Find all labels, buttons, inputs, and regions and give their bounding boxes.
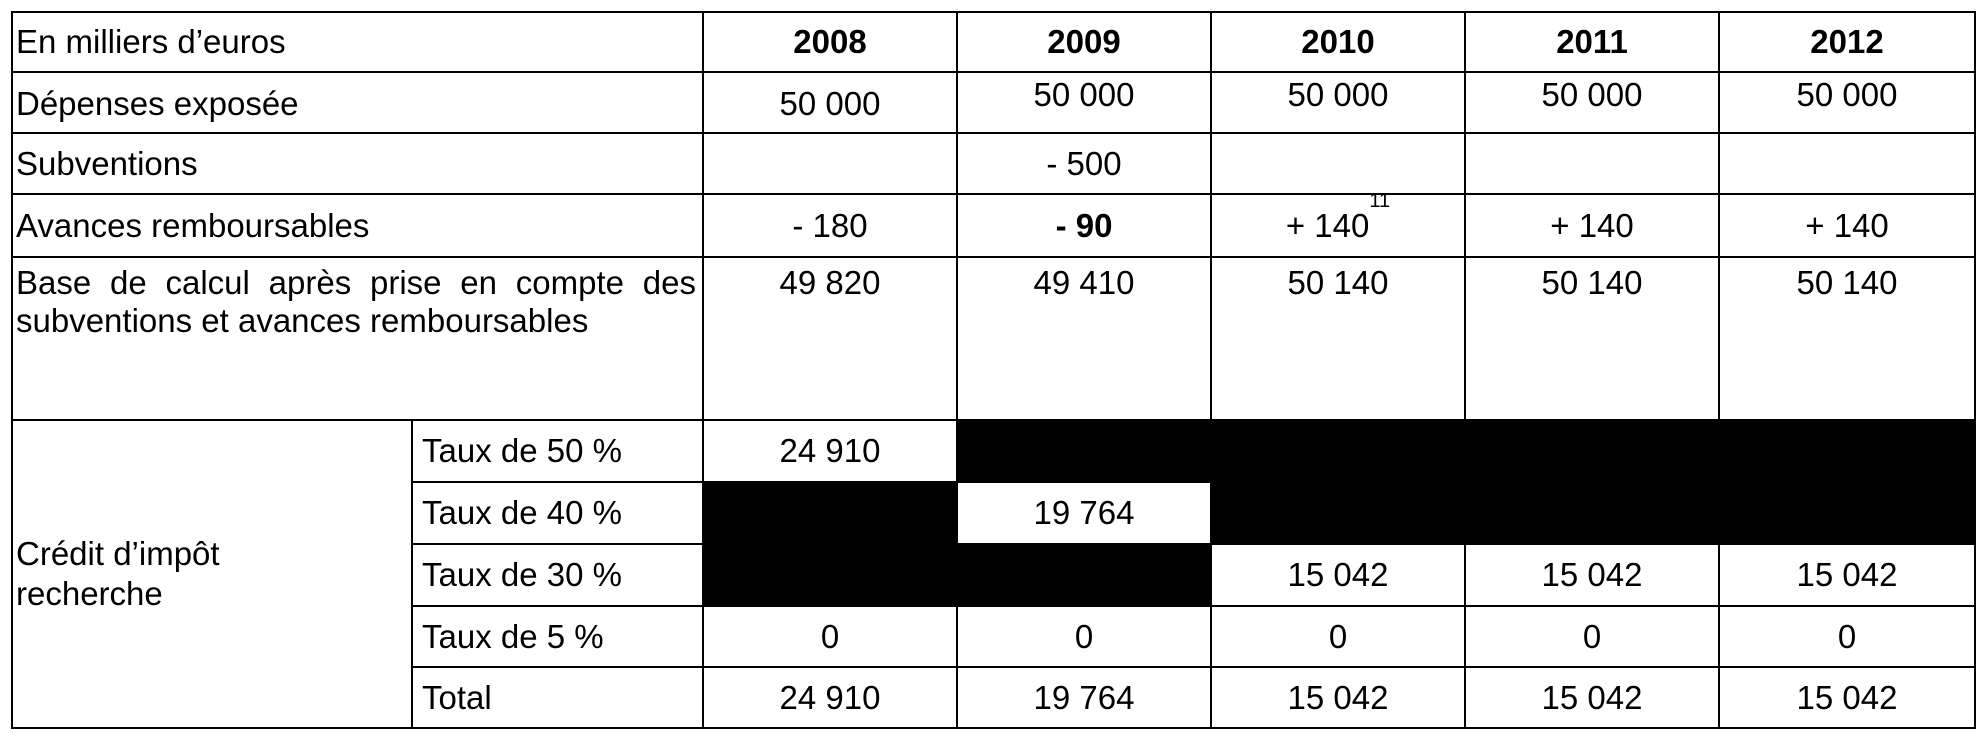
year-header-2008: 2008 bbox=[702, 11, 958, 73]
credit-impot-table: En milliers d’euros 2008 2009 2010 2011 … bbox=[11, 11, 1976, 729]
taux40-shaded-2010-2012 bbox=[1210, 481, 1976, 545]
avances-2009: - 90 bbox=[956, 193, 1212, 258]
subventions-2012 bbox=[1718, 132, 1976, 195]
taux5-2010: 0 bbox=[1210, 605, 1466, 668]
taux5-label: Taux de 5 % bbox=[411, 605, 704, 668]
subventions-2008 bbox=[702, 132, 958, 195]
subventions-2010 bbox=[1210, 132, 1466, 195]
base-row: Base de calcul après prise en compte des… bbox=[11, 256, 1976, 421]
total-2009: 19 764 bbox=[956, 666, 1212, 729]
subventions-2009: - 500 bbox=[956, 132, 1212, 195]
total-2010: 15 042 bbox=[1210, 666, 1466, 729]
taux30-2011: 15 042 bbox=[1464, 543, 1720, 607]
total-label: Total bbox=[411, 666, 704, 729]
depenses-2011: 50 000 bbox=[1464, 71, 1720, 134]
base-2011: 50 140 bbox=[1464, 256, 1720, 421]
base-2010: 50 140 bbox=[1210, 256, 1466, 421]
subventions-row: Subventions - 500 bbox=[11, 132, 1976, 195]
taux5-2012: 0 bbox=[1718, 605, 1976, 668]
taux40-row: Taux de 40 % 19 764 bbox=[12, 481, 1976, 545]
taux50-label: Taux de 50 % bbox=[411, 419, 704, 483]
subventions-2011 bbox=[1464, 132, 1720, 195]
depenses-row: Dépenses exposée 50 000 50 000 50 000 50… bbox=[11, 71, 1976, 134]
taux5-2009: 0 bbox=[956, 605, 1212, 668]
taux5-2008: 0 bbox=[702, 605, 958, 668]
avances-label: Avances remboursables bbox=[11, 193, 704, 258]
total-row: Total 24 910 19 764 15 042 15 042 15 042 bbox=[12, 666, 1976, 729]
taux5-row: Taux de 5 % 0 0 0 0 0 bbox=[11, 605, 1976, 729]
taux30-label: Taux de 30 % bbox=[411, 543, 704, 607]
total-2011: 15 042 bbox=[1464, 666, 1720, 729]
taux40-shaded-2008 bbox=[702, 481, 958, 545]
taux50-2008: 24 910 bbox=[702, 419, 958, 483]
year-header-2010: 2010 bbox=[1210, 11, 1466, 73]
credit-label: Crédit d’impôt recherche bbox=[16, 535, 220, 612]
taux50-row: Taux de 50 % 24 910 bbox=[11, 419, 1976, 606]
taux30-2010: 15 042 bbox=[1210, 543, 1466, 607]
unit-header-cell: En milliers d’euros bbox=[11, 11, 704, 73]
taux40-2009: 19 764 bbox=[956, 481, 1212, 545]
base-2008: 49 820 bbox=[702, 256, 958, 421]
year-header-2011: 2011 bbox=[1464, 11, 1720, 73]
depenses-label: Dépenses exposée bbox=[11, 71, 704, 134]
avances-2011: + 140 bbox=[1464, 193, 1720, 258]
taux40-label: Taux de 40 % bbox=[411, 481, 704, 545]
credit-label-bottom bbox=[11, 606, 413, 729]
avances-row: Avances remboursables - 180 - 90 + 14011… bbox=[11, 191, 1976, 258]
depenses-2008: 50 000 bbox=[702, 71, 958, 134]
footnote-ref-11: 11 bbox=[1369, 189, 1391, 212]
taux5-2011: 0 bbox=[1464, 605, 1720, 668]
total-2008: 24 910 bbox=[702, 666, 958, 729]
year-header-2009: 2009 bbox=[956, 11, 1212, 73]
year-header-2012: 2012 bbox=[1718, 11, 1976, 73]
depenses-2012: 50 000 bbox=[1718, 71, 1976, 134]
credit-label-top bbox=[11, 419, 413, 606]
avances-2008: - 180 bbox=[702, 193, 958, 258]
taux30-shaded-2008-2009 bbox=[702, 543, 1212, 607]
taux50-shaded bbox=[956, 419, 1976, 483]
subventions-label: Subventions bbox=[11, 132, 704, 195]
depenses-2009: 50 000 bbox=[956, 71, 1212, 134]
base-2012: 50 140 bbox=[1718, 256, 1976, 421]
total-2012: 15 042 bbox=[1718, 666, 1976, 729]
base-label: Base de calcul après prise en compte des… bbox=[11, 256, 704, 421]
base-2009: 49 410 bbox=[956, 256, 1212, 421]
taux30-2012: 15 042 bbox=[1718, 543, 1976, 607]
avances-2010-cell: + 14011 bbox=[1210, 191, 1466, 258]
avances-2010: + 140 bbox=[1285, 206, 1370, 244]
taux30-row: Taux de 30 % 15 042 15 042 15 042 bbox=[12, 543, 1976, 607]
header-row: En milliers d’euros 2008 2009 2010 2011 … bbox=[11, 11, 1976, 73]
depenses-2010: 50 000 bbox=[1210, 71, 1466, 134]
avances-2012: + 140 bbox=[1718, 193, 1976, 258]
